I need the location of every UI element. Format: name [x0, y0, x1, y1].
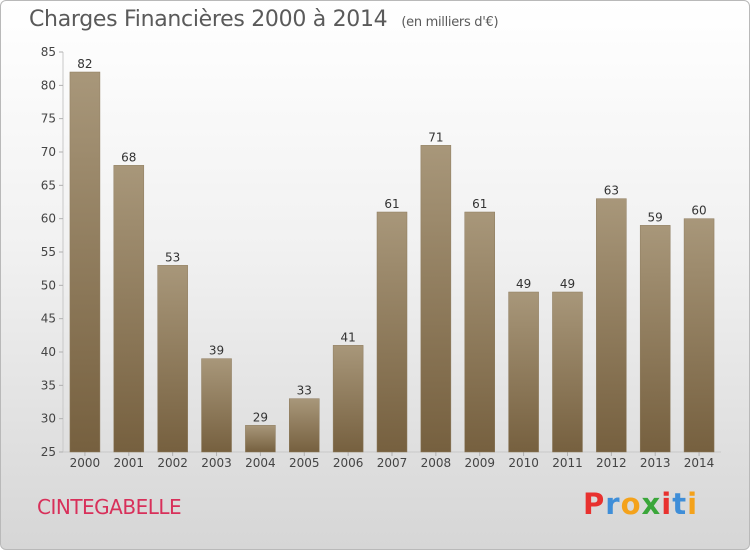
chart-title-text: Charges Financières 2000 à 2014	[29, 7, 388, 32]
logo-letter: r	[605, 487, 621, 521]
bar-2013	[639, 225, 671, 453]
y-tick-label: 50	[41, 278, 56, 292]
bar-2003	[201, 358, 232, 453]
y-tick-label: 65	[41, 178, 56, 192]
x-tick-label-2004: 2004	[245, 456, 276, 470]
x-tick-label-2007: 2007	[377, 456, 408, 470]
bar-2002	[157, 265, 188, 453]
x-tick-label-2009: 2009	[464, 456, 495, 470]
y-tick-label: 35	[41, 378, 56, 392]
bar-2010	[508, 291, 539, 453]
chart-data-labels: 82 68 53 39 29 33 41 61 71 61 49 49 63 59 60	[77, 57, 706, 424]
bar-2007	[376, 211, 408, 453]
data-label-2014: 60	[691, 204, 706, 218]
y-tick-label: 75	[41, 112, 56, 126]
x-tick-label-2002: 2002	[157, 456, 188, 470]
data-label-2013: 59	[648, 210, 663, 224]
y-tick-label: 80	[41, 78, 56, 92]
y-tick-label: 25	[41, 445, 56, 459]
y-tick-label: 40	[41, 345, 56, 359]
bar-2004	[245, 425, 276, 453]
logo-letter: t	[672, 487, 688, 521]
y-tick-label: 30	[41, 412, 56, 426]
chart-title: Charges Financières 2000 à 2014 (en milli…	[29, 7, 499, 32]
data-label-2010: 49	[516, 277, 531, 291]
x-tick-label-2008: 2008	[421, 456, 452, 470]
y-tick-label: 70	[41, 145, 56, 159]
data-label-2004: 29	[253, 410, 268, 424]
x-tick-label-2001: 2001	[114, 456, 145, 470]
chart-unit: (en milliers d'€)	[401, 15, 499, 30]
chart-axes: 25 30 35 40 45 50 55 60 65 70 75 80 85 2000 2001 2002 20…	[41, 45, 721, 470]
y-tick-label: 45	[41, 312, 56, 326]
data-label-2002: 53	[165, 250, 180, 264]
data-label-2000: 82	[77, 57, 92, 71]
data-label-2006: 41	[340, 330, 355, 344]
data-label-2008: 71	[428, 130, 443, 144]
proxiti-logo[interactable]: Proxiti	[583, 487, 698, 521]
bar-2001	[113, 165, 145, 453]
x-tick-label-2005: 2005	[289, 456, 320, 470]
bar-2000	[69, 71, 101, 453]
logo-letter: i	[661, 487, 673, 521]
data-label-2005: 33	[297, 384, 312, 398]
data-label-2009: 61	[472, 197, 487, 211]
chart-bars	[69, 71, 715, 453]
bar-2006	[332, 345, 364, 453]
x-tick-label-2011: 2011	[552, 456, 583, 470]
x-tick-label-2003: 2003	[201, 456, 232, 470]
bar-2012	[596, 198, 627, 453]
bar-2014	[683, 218, 715, 453]
logo-letter: x	[641, 487, 662, 521]
x-tick-label-2006: 2006	[333, 456, 364, 470]
data-label-2001: 68	[121, 150, 136, 164]
town-name: CINTEGABELLE	[37, 495, 182, 519]
data-label-2012: 63	[604, 184, 619, 198]
data-label-2003: 39	[209, 344, 224, 358]
bar-2011	[552, 291, 583, 453]
y-tick-label: 60	[41, 212, 56, 226]
x-tick-label-2014: 2014	[684, 456, 715, 470]
data-label-2011: 49	[560, 277, 575, 291]
y-tick-label: 85	[41, 45, 56, 59]
x-tick-label-2012: 2012	[596, 456, 627, 470]
logo-letter: P	[583, 487, 606, 521]
data-label-2007: 61	[384, 197, 399, 211]
bar-2005	[289, 398, 320, 453]
y-tick-label: 55	[41, 245, 56, 259]
logo-letter: i	[687, 487, 699, 521]
x-tick-label-2013: 2013	[640, 456, 671, 470]
bar-2008	[420, 145, 452, 453]
logo-letter: o	[620, 487, 642, 521]
x-tick-label-2000: 2000	[70, 456, 101, 470]
bar-2009	[464, 211, 495, 453]
x-tick-label-2010: 2010	[508, 456, 539, 470]
